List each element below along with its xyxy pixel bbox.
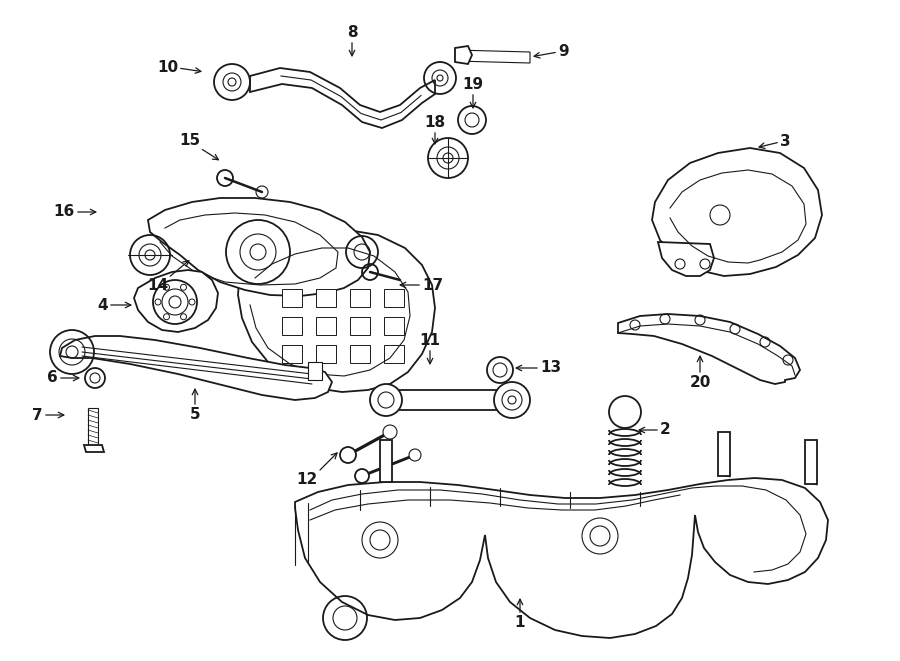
Polygon shape — [134, 270, 218, 332]
Polygon shape — [295, 478, 828, 638]
Text: 19: 19 — [463, 77, 483, 92]
Polygon shape — [308, 362, 322, 380]
Text: 5: 5 — [190, 407, 201, 422]
Polygon shape — [60, 336, 332, 400]
Text: 10: 10 — [157, 61, 178, 75]
Polygon shape — [148, 198, 370, 296]
Text: 14: 14 — [147, 278, 168, 293]
Polygon shape — [238, 230, 435, 392]
Polygon shape — [386, 390, 512, 410]
Circle shape — [383, 425, 397, 439]
Text: 6: 6 — [47, 371, 58, 385]
Polygon shape — [88, 408, 98, 445]
Text: 11: 11 — [419, 333, 440, 348]
Polygon shape — [316, 345, 336, 363]
Text: 17: 17 — [422, 278, 443, 293]
Polygon shape — [384, 345, 404, 363]
Polygon shape — [805, 440, 817, 484]
Polygon shape — [455, 50, 530, 63]
Text: 20: 20 — [689, 375, 711, 390]
Text: 3: 3 — [780, 134, 790, 149]
Text: 16: 16 — [54, 204, 75, 219]
Polygon shape — [316, 317, 336, 335]
Circle shape — [370, 384, 402, 416]
Polygon shape — [316, 289, 336, 307]
Polygon shape — [718, 432, 730, 476]
Polygon shape — [618, 314, 800, 384]
Text: 9: 9 — [558, 44, 569, 59]
Circle shape — [409, 449, 421, 461]
Polygon shape — [282, 345, 302, 363]
Circle shape — [494, 382, 530, 418]
Text: 8: 8 — [346, 25, 357, 40]
Polygon shape — [350, 289, 370, 307]
Text: 13: 13 — [540, 360, 561, 375]
Polygon shape — [350, 345, 370, 363]
Circle shape — [340, 447, 356, 463]
Text: 7: 7 — [32, 407, 43, 422]
Circle shape — [355, 469, 369, 483]
Polygon shape — [282, 289, 302, 307]
Text: 12: 12 — [297, 472, 318, 487]
Polygon shape — [250, 68, 435, 128]
Polygon shape — [282, 317, 302, 335]
Text: 4: 4 — [97, 297, 108, 313]
Text: 15: 15 — [179, 133, 200, 148]
Text: 2: 2 — [660, 422, 670, 438]
Polygon shape — [84, 445, 104, 452]
Text: 1: 1 — [515, 615, 526, 630]
Polygon shape — [380, 440, 392, 482]
Polygon shape — [384, 289, 404, 307]
Polygon shape — [350, 317, 370, 335]
Polygon shape — [455, 46, 472, 64]
Polygon shape — [658, 242, 714, 276]
Polygon shape — [652, 148, 822, 276]
Polygon shape — [384, 317, 404, 335]
Text: 18: 18 — [425, 115, 446, 130]
